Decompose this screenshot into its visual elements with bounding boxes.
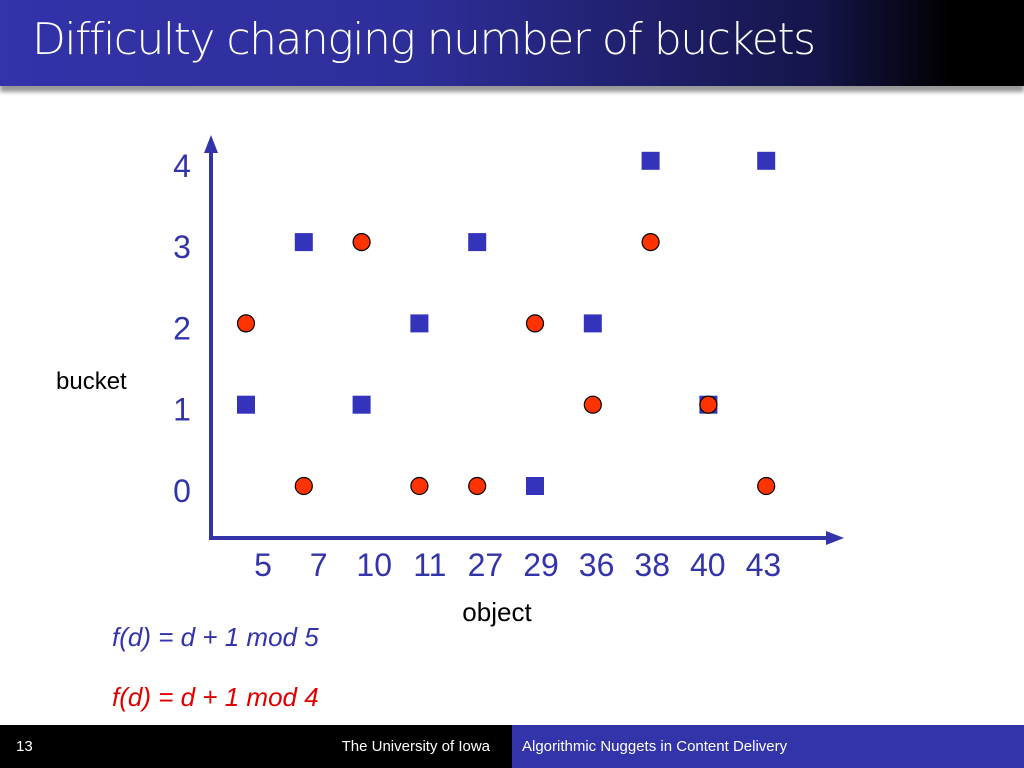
circle-point [236, 314, 256, 333]
circle-point [583, 395, 602, 414]
x-tick-label: 5 [254, 547, 272, 583]
y-axis-arrow-icon [204, 135, 218, 153]
x-tick-label: 29 [523, 547, 559, 583]
x-tick-label: 43 [746, 547, 782, 583]
title-bar: Difficulty changing number of buckets [0, 0, 1024, 86]
y-tick-label: 0 [173, 473, 191, 509]
circle-point [699, 395, 718, 414]
y-axis-label: bucket [56, 368, 127, 395]
square-point [237, 395, 255, 414]
legend-mod5: f(d) = d + 1 mod 5 [112, 622, 319, 652]
circle-point [294, 476, 313, 496]
square-point [757, 151, 776, 170]
x-tick-label: 40 [690, 547, 726, 583]
y-tick-label: 4 [173, 148, 191, 184]
x-tick-label: 27 [468, 547, 504, 583]
y-tick-label: 3 [173, 229, 191, 265]
page-number: 13 [16, 738, 33, 755]
circle-point [641, 233, 660, 252]
square-point [526, 477, 544, 495]
footer-course: Algorithmic Nuggets in Content Delivery [522, 738, 788, 755]
square-point [583, 314, 602, 333]
footer-course-band: Algorithmic Nuggets in Content Delivery [512, 725, 1024, 768]
circle-point [757, 476, 776, 496]
circle-point [525, 314, 545, 333]
circle-point [468, 476, 487, 496]
square-point [641, 151, 660, 170]
y-tick-label: 1 [173, 392, 191, 428]
x-tick-label: 7 [310, 547, 328, 583]
circle-point [352, 233, 371, 252]
y-tick-label: 2 [173, 310, 191, 346]
footer-university: The University of Iowa [341, 738, 490, 755]
scatter-chart: bucket object 0 1 2 3 4 5 7 10 11 27 29 36 38 40 43 [56, 135, 844, 627]
x-tick-label: 10 [356, 547, 392, 583]
circle-point [410, 476, 429, 496]
legend-mod4: f(d) = d + 1 mod 4 [112, 682, 319, 712]
square-point [410, 314, 429, 333]
square-point [352, 395, 371, 414]
slide-title: Difficulty changing number of buckets [32, 14, 816, 65]
x-axis-label: object [462, 597, 532, 627]
x-tick-label: 36 [579, 547, 615, 583]
square-point [294, 233, 313, 252]
x-axis-arrow-icon [826, 531, 844, 545]
square-point [468, 233, 487, 252]
x-tick-label: 11 [413, 547, 446, 583]
x-tick-label: 38 [634, 547, 670, 583]
footer: 13 The University of Iowa Algorithmic Nu… [0, 725, 1024, 768]
